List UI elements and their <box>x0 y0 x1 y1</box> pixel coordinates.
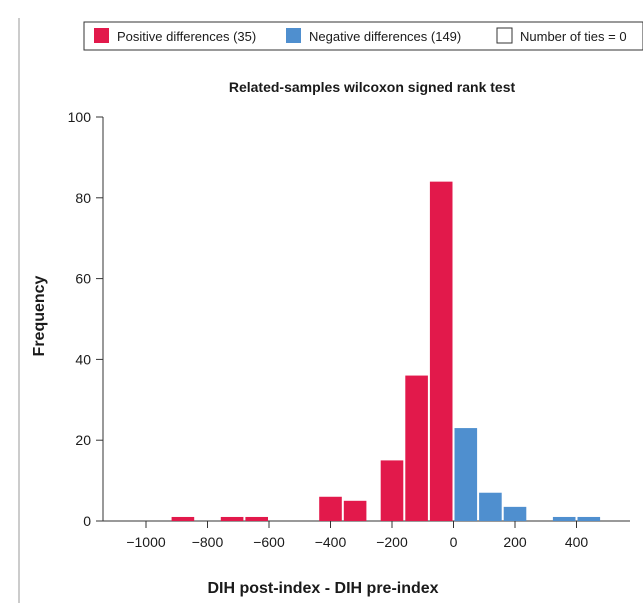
bar-positive <box>245 516 268 521</box>
bar-positive <box>405 375 428 521</box>
bar-negative <box>479 492 502 521</box>
x-tick-label: −400 <box>315 534 347 550</box>
bar-negative <box>577 516 601 521</box>
y-tick-label: 0 <box>83 513 91 529</box>
bar-positive <box>380 460 404 521</box>
y-tick-label: 20 <box>75 432 91 448</box>
y-tick-label: 40 <box>75 351 91 367</box>
legend-label-ties: Number of ties = 0 <box>520 29 627 44</box>
bar-negative <box>454 428 478 521</box>
x-tick-label: 0 <box>450 534 458 550</box>
histogram-bars <box>171 181 601 521</box>
bar-positive <box>220 516 244 521</box>
x-tick-label: −800 <box>192 534 224 550</box>
y-tick-label: 60 <box>75 271 91 287</box>
x-tick-label: −1000 <box>126 534 166 550</box>
x-tick-label: 400 <box>565 534 589 550</box>
legend: Positive differences (35) Negative diffe… <box>83 21 643 51</box>
legend-swatch-negative <box>286 28 301 43</box>
legend-swatch-ties <box>496 27 513 44</box>
legend-box <box>83 21 643 51</box>
bar-negative <box>503 506 527 521</box>
legend-label-positive: Positive differences (35) <box>117 29 256 44</box>
y-tick-label: 80 <box>75 190 91 206</box>
y-axis-label: Frequency <box>31 275 48 356</box>
x-axis-label: DIH post-index - DIH pre-index <box>207 580 438 597</box>
x-tick-label: −200 <box>376 534 408 550</box>
x-tick-label: 200 <box>503 534 527 550</box>
chart-title: Related-samples wilcoxon signed rank tes… <box>229 79 516 95</box>
bar-negative <box>552 516 576 521</box>
x-tick-label: −600 <box>253 534 285 550</box>
bar-positive <box>171 516 195 521</box>
legend-label-negative: Negative differences (149) <box>309 29 461 44</box>
x-axis-ticks: −1000 −800 −600 −400 −200 0 200 400 <box>126 521 588 550</box>
bar-positive <box>319 496 342 521</box>
legend-swatch-positive <box>94 28 109 43</box>
bar-positive <box>429 181 453 521</box>
y-tick-label: 100 <box>68 109 92 125</box>
bar-positive <box>343 500 367 521</box>
y-axis-ticks: 0 20 40 60 80 100 <box>68 109 103 529</box>
